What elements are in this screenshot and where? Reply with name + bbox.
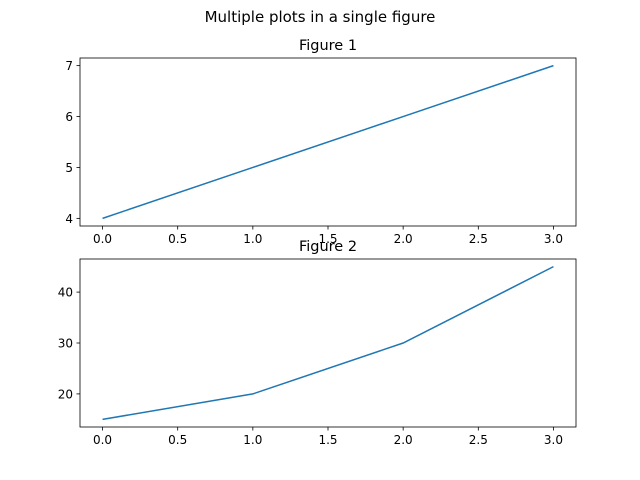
y-tick-label: 30: [58, 337, 73, 351]
subplot-title: Figure 1: [299, 38, 357, 54]
y-tick-label: 5: [65, 161, 73, 175]
data-line: [102, 265, 554, 421]
y-tick-label: 7: [65, 59, 73, 73]
x-tick-label: 2.0: [394, 433, 413, 447]
y-tick-label: 20: [58, 387, 73, 401]
x-tick-label: 0.5: [168, 433, 187, 447]
subplot-1: 0.0 0.5 1.0 1.5 2.0 2.5 3.0 4 5 6 7 Figure 1: [65, 38, 577, 246]
axes-frame: [79, 258, 577, 428]
y-tick-label: 40: [58, 286, 73, 300]
x-tick-label: 3.0: [544, 232, 563, 246]
x-tick-label: 0.5: [168, 232, 187, 246]
y-tick-label: 6: [65, 110, 73, 124]
subplot-title: Figure 2: [299, 239, 357, 255]
x-tick-label: 0.0: [93, 433, 112, 447]
suptitle: Multiple plots in a single figure: [204, 8, 436, 26]
x-tick-label: 1.5: [318, 433, 337, 447]
x-tick-label: 1.0: [243, 232, 262, 246]
data-line: [102, 64, 554, 220]
x-tick-label: 0.0: [93, 232, 112, 246]
y-tick-label: 4: [65, 212, 73, 226]
x-tick-label: 2.5: [469, 433, 488, 447]
x-tick-label: 2.5: [469, 232, 488, 246]
subplot-2: 0.0 0.5 1.0 1.5 2.0 2.5 3.0 20 30 40 Figure 2: [58, 239, 577, 447]
x-tick-label: 3.0: [544, 433, 563, 447]
x-tick-label: 1.5: [318, 232, 337, 246]
x-tick-label: 1.0: [243, 433, 262, 447]
x-tick-label: 2.0: [394, 232, 413, 246]
